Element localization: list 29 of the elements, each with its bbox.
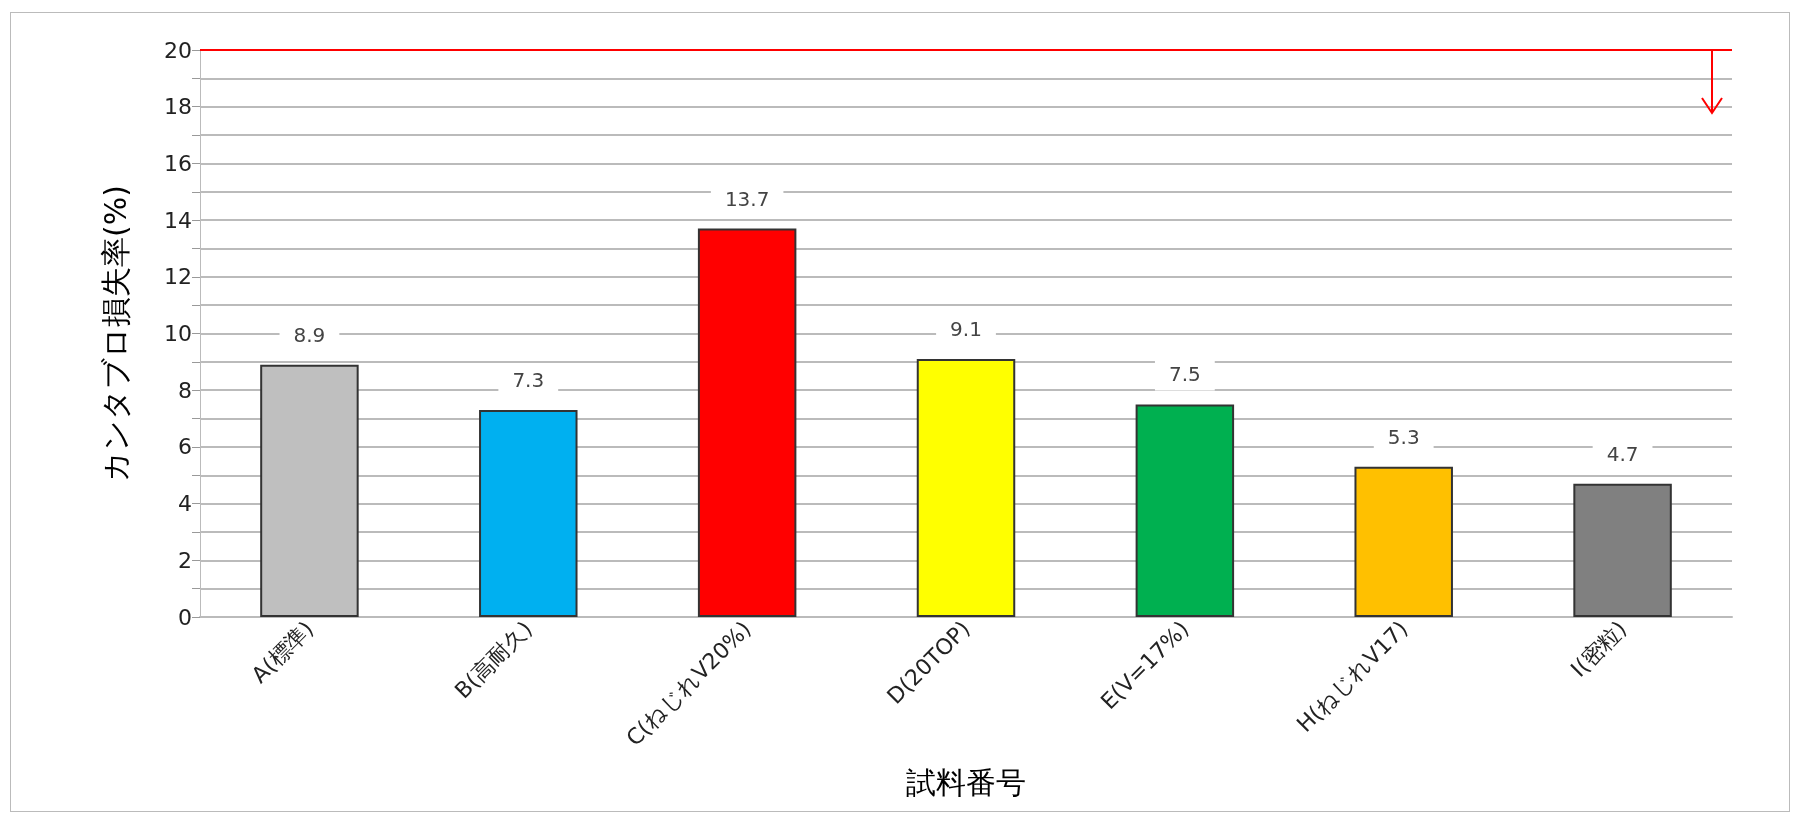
y-tick-label: 20 [164, 37, 192, 63]
bar [479, 410, 578, 617]
data-label: 7.3 [512, 368, 545, 393]
data-label: 8.9 [293, 322, 326, 347]
bar [1354, 466, 1453, 617]
y-tick-label: 0 [178, 604, 192, 630]
y-tick-label: 18 [164, 94, 192, 120]
x-tick-label: B(高耐久) [449, 616, 538, 704]
x-tick-label: I(密粒) [1565, 616, 1632, 682]
x-axis-title: 試料番号 [906, 764, 1026, 800]
y-tick-label: 16 [164, 150, 192, 176]
y-axis-title: カンタブロ損失率(%) [97, 185, 133, 482]
y-tick-label: 2 [178, 547, 192, 573]
y-tick-label: 6 [178, 434, 192, 460]
bar [1135, 404, 1235, 617]
data-label: 7.5 [1168, 362, 1201, 387]
y-tick-label: 4 [178, 491, 192, 517]
y-tick-label: 14 [164, 207, 192, 233]
y-tick-label: 12 [164, 264, 192, 290]
y-tick-label: 10 [164, 321, 192, 346]
bar [697, 228, 797, 617]
data-label: 13.7 [724, 186, 770, 211]
y-tick-label: 8 [178, 377, 192, 403]
bar [916, 359, 1016, 617]
data-label: 5.3 [1387, 424, 1420, 449]
data-label: 9.1 [950, 317, 982, 342]
data-label: 4.7 [1606, 441, 1639, 466]
x-tick-label: A(標準) [246, 616, 319, 688]
bar [1573, 483, 1672, 617]
